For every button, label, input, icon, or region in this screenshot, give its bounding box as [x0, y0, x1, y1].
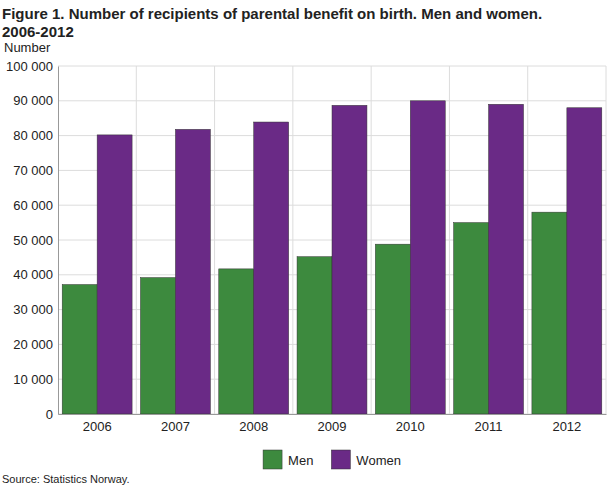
x-tick-label: 2008	[239, 419, 268, 434]
legend-label: Men	[288, 453, 313, 468]
bar	[97, 135, 132, 414]
x-axis-line	[59, 414, 607, 415]
y-tick: 40 000	[13, 267, 58, 282]
y-tick: 10 000	[13, 372, 58, 387]
x-tick: 2008	[239, 414, 268, 434]
y-tick-label: 80 000	[13, 128, 53, 143]
y-tick-label: 50 000	[13, 233, 53, 248]
bar	[489, 104, 524, 414]
legend-swatch	[331, 450, 350, 469]
frame-line	[606, 66, 607, 414]
category-divider	[214, 66, 215, 414]
x-tick-label: 2007	[161, 419, 190, 434]
y-axis-label: Number	[4, 40, 51, 55]
category-divider	[449, 66, 450, 414]
bar	[410, 101, 445, 414]
x-tick: 2010	[396, 414, 425, 434]
grid-line	[58, 100, 606, 101]
grid	[58, 66, 606, 414]
x-tick-label: 2010	[396, 419, 425, 434]
category-divider	[136, 66, 137, 414]
legend-swatch	[263, 450, 282, 469]
chart: Figure 1. Number of recipients of parent…	[0, 0, 610, 488]
y-tick-label: 70 000	[13, 163, 53, 178]
legend: Men Women	[263, 450, 401, 469]
y-axis-line	[58, 67, 59, 415]
category-divider	[292, 66, 293, 414]
x-tick: 2007	[161, 414, 190, 434]
bar	[175, 129, 210, 414]
y-tick: 20 000	[13, 337, 58, 352]
title: Figure 1. Number of recipients of parent…	[2, 5, 542, 40]
x-tick: 2011	[475, 414, 503, 434]
y-tick: 0	[46, 407, 58, 422]
y-tick: 80 000	[13, 128, 58, 143]
y-tick: 90 000	[13, 93, 58, 108]
bar	[297, 257, 332, 414]
title-line: Figure 1. Number of recipients of parent…	[2, 5, 542, 22]
y-tick-label: 60 000	[13, 198, 53, 213]
bar	[454, 223, 489, 414]
y-tick-label: 90 000	[13, 93, 53, 108]
legend-item: Women	[331, 450, 401, 469]
y-tick-label: 40 000	[13, 267, 53, 282]
y-tick-label: 20 000	[13, 337, 53, 352]
bar	[62, 285, 97, 414]
bar	[219, 269, 254, 414]
x-tick: 2009	[318, 414, 347, 434]
y-tick-label: 0	[46, 407, 53, 422]
grid-line	[58, 66, 606, 67]
bar	[375, 244, 410, 414]
title-line: 2006-2012	[2, 23, 74, 40]
bars	[62, 101, 602, 414]
plot: 0 10 000 20 000 30 000 40 000 50 000 60 000 70 …	[6, 59, 607, 435]
bar	[532, 212, 567, 414]
y-axis: 0 10 000 20 000 30 000 40 000 50 000 60 000 70 …	[6, 59, 59, 422]
legend-label: Women	[356, 453, 401, 468]
y-tick-label: 30 000	[13, 302, 53, 317]
y-tick: 70 000	[13, 163, 58, 178]
category-divider	[527, 66, 528, 414]
y-tick-label: 100 000	[6, 59, 53, 74]
x-tick-label: 2006	[83, 419, 112, 434]
bar	[567, 108, 602, 414]
y-tick: 50 000	[13, 233, 58, 248]
y-tick: 100 000	[6, 59, 58, 74]
y-tick: 60 000	[13, 198, 58, 213]
x-axis: 2006 2007 2008 2009 2010 2011 2012	[59, 414, 607, 434]
x-tick-label: 2012	[552, 419, 581, 434]
bar	[332, 105, 367, 414]
y-tick-label: 10 000	[13, 372, 53, 387]
y-tick: 30 000	[13, 302, 58, 317]
source: Source: Statistics Norway.	[2, 473, 130, 485]
legend-item: Men	[263, 450, 313, 469]
x-tick-label: 2011	[475, 419, 503, 434]
bar	[140, 278, 175, 414]
bar	[254, 122, 289, 414]
x-tick: 2006	[83, 414, 112, 434]
x-tick-label: 2009	[318, 419, 347, 434]
x-tick: 2012	[552, 414, 581, 434]
category-divider	[371, 66, 372, 414]
